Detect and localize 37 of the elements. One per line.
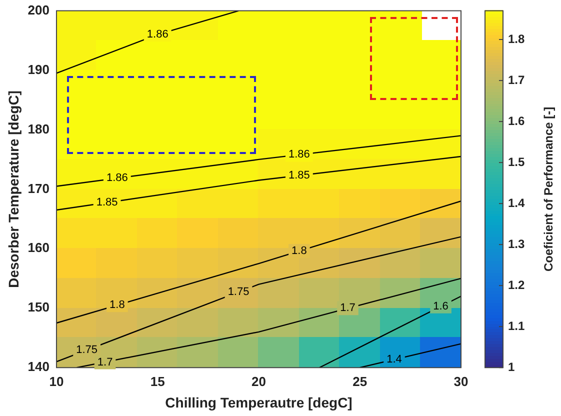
color-bar-title: Coeficient of Performance [-] (541, 106, 556, 272)
y-tick-label: 190 (28, 62, 50, 77)
color-bar-label: 1.5 (508, 154, 526, 169)
annotation: 1.4 (386, 353, 402, 366)
annotation: 1.75 (228, 286, 250, 298)
x-tick-label: 15 (150, 374, 165, 389)
x-tick-label: 30 (454, 374, 468, 389)
y-tick-label: 170 (28, 180, 50, 196)
annotation: 1.86 (106, 172, 128, 184)
annotation: 1.6 (433, 300, 448, 312)
color-bar-label: 1.4 (508, 196, 526, 210)
y-tick-label: 140 (28, 359, 50, 374)
y-tick-label: 180 (28, 121, 50, 136)
color-bar-label: 1.6 (508, 114, 526, 128)
color-bar-label: 1.8 (508, 32, 526, 46)
annotation: 1.75 (76, 344, 98, 356)
annotation: 1.86 (288, 148, 310, 161)
y-tick-label: 200 (28, 2, 50, 18)
y-tick-label: 160 (28, 240, 50, 256)
x-axis-title: Chilling Temperautre [degC] (165, 394, 352, 410)
x-tick-label: 10 (49, 374, 64, 389)
color-bar-label: 1.7 (508, 72, 526, 87)
color-bar-label: 1.2 (508, 278, 526, 292)
annotation: 1.7 (340, 302, 356, 314)
color-bar-label: 1.1 (508, 318, 526, 333)
annotation: 1.85 (288, 170, 310, 182)
x-tick-label: 25 (352, 374, 368, 389)
color-bar-label: 1 (508, 360, 515, 374)
y-tick-label: 150 (28, 300, 50, 315)
annotation: 1.7 (97, 356, 113, 368)
annotation: 1.85 (96, 196, 118, 208)
annotation: 1.8 (292, 245, 307, 258)
x-tick-label: 20 (252, 374, 266, 389)
annotation: 1.8 (110, 299, 125, 312)
y-axis-title: Desorber Temperature [degC] (5, 90, 22, 288)
color-bar-label: 1.3 (508, 236, 526, 251)
annotation: 1.86 (146, 28, 168, 41)
